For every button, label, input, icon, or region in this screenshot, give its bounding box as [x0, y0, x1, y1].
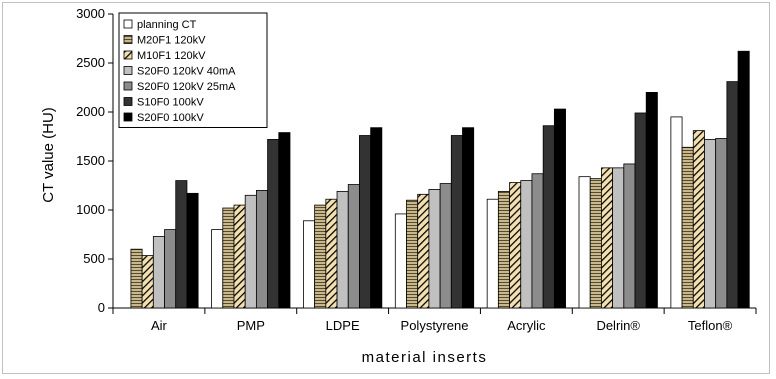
bar-planning-ct-acrylic — [486, 198, 499, 309]
legend-label: planning CT — [137, 19, 197, 31]
legend-swatch — [123, 35, 133, 44]
y-tick-label: 500 — [83, 251, 105, 266]
x-tick-label: PMP — [237, 318, 265, 333]
legend-label: M10F1 120kV — [137, 50, 206, 62]
legend-box — [118, 12, 268, 128]
x-tick-label: Polystyrene — [401, 318, 469, 333]
legend-label: S20F0 100kV — [137, 112, 204, 124]
y-axis-title: CT value (HU) — [40, 107, 57, 203]
bar-m10f1-120kv-acrylic — [509, 182, 522, 309]
bar-s20f0-120kv-40ma-ldpe — [336, 190, 349, 309]
bar-m10f1-120kv-teflon — [692, 130, 705, 309]
bar-s10f0-100kv-teflon — [726, 81, 739, 309]
bar-m20f1-120kv-pmp — [222, 207, 235, 309]
bar-s20f0-120kv-40ma-acrylic — [520, 180, 533, 309]
legend-label: S20F0 120kV 25mA — [137, 81, 236, 93]
bar-m20f1-120kv-teflon — [681, 146, 694, 309]
bar-planning-ct-polystyrene — [394, 213, 407, 309]
bar-s20f0-100kv-teflon — [737, 50, 750, 309]
legend-swatch — [123, 81, 133, 91]
legend-swatch — [123, 97, 133, 106]
bar-planning-ct-ldpe — [303, 220, 316, 309]
legend-label: S10F0 100kV — [137, 97, 204, 109]
bar-s20f0-120kv-40ma-air — [152, 236, 165, 309]
bar-m10f1-120kv-polystyrene — [417, 193, 430, 309]
bar-m20f1-120kv-delrin — [589, 178, 602, 309]
bar-s10f0-100kv-air — [175, 180, 188, 309]
legend-swatch — [123, 19, 133, 29]
bar-m10f1-120kv-pmp — [233, 204, 246, 309]
y-tick-label: 2500 — [76, 55, 105, 70]
x-tick-label: Teflon® — [688, 318, 733, 333]
bar-s20f0-120kv-25ma-teflon — [715, 138, 728, 309]
x-tick-label: Air — [151, 318, 168, 333]
y-tick-label: 2000 — [76, 104, 105, 119]
bar-s10f0-100kv-acrylic — [542, 125, 555, 309]
y-tick-label: 0 — [98, 300, 105, 315]
bar-s10f0-100kv-polystyrene — [450, 135, 463, 309]
bar-s20f0-120kv-40ma-pmp — [244, 194, 257, 309]
x-tick-label: Acrylic — [507, 318, 546, 333]
y-tick-label: 1500 — [76, 153, 105, 168]
legend-swatch — [123, 112, 133, 122]
bar-m20f1-120kv-acrylic — [497, 190, 510, 309]
bar-s20f0-100kv-ldpe — [370, 127, 383, 309]
bar-s20f0-100kv-polystyrene — [462, 127, 475, 309]
bar-s20f0-120kv-25ma-delrin — [623, 163, 636, 309]
legend-swatch — [123, 50, 133, 60]
y-tick-label: 3000 — [76, 6, 105, 21]
y-tick-label: 1000 — [76, 202, 105, 217]
bar-planning-ct-pmp — [211, 229, 224, 309]
bar-s20f0-120kv-40ma-teflon — [704, 139, 717, 309]
bar-s20f0-120kv-40ma-polystyrene — [428, 189, 441, 309]
bar-m10f1-120kv-ldpe — [325, 198, 338, 309]
bar-s10f0-100kv-ldpe — [359, 135, 372, 309]
x-tick-label: LDPE — [326, 318, 360, 333]
legend-label: M20F1 120kV — [137, 35, 206, 47]
bar-s20f0-100kv-delrin — [645, 92, 658, 309]
bar-planning-ct-teflon — [670, 116, 683, 309]
x-tick-label: Delrin® — [596, 318, 640, 333]
bar-s20f0-120kv-25ma-polystyrene — [439, 183, 452, 309]
bar-m20f1-120kv-ldpe — [314, 204, 327, 309]
legend-label: S20F0 120kV 40mA — [137, 66, 236, 78]
bar-s10f0-100kv-pmp — [267, 139, 280, 309]
legend-swatch — [123, 66, 133, 75]
bar-s20f0-120kv-25ma-air — [164, 229, 177, 309]
bar-planning-ct-delrin — [578, 176, 591, 309]
x-axis-title: material inserts — [362, 349, 488, 366]
bar-s10f0-100kv-delrin — [634, 112, 647, 309]
bar-m20f1-120kv-polystyrene — [406, 199, 419, 309]
bar-s20f0-120kv-40ma-delrin — [612, 167, 625, 309]
bar-s20f0-100kv-pmp — [278, 132, 291, 309]
bar-s20f0-120kv-25ma-pmp — [255, 189, 268, 309]
bar-s20f0-100kv-air — [186, 192, 199, 309]
bar-s20f0-100kv-acrylic — [553, 108, 566, 309]
bar-s20f0-120kv-25ma-acrylic — [531, 173, 544, 309]
chart-frame: 0 500 1000 1500 2000 2500 3000 Air PMP LDPE Polyst… — [2, 2, 770, 374]
bar-m10f1-120kv-delrin — [601, 167, 614, 309]
bar-s20f0-120kv-25ma-ldpe — [347, 184, 360, 309]
bar-m10f1-120kv-air — [141, 255, 154, 309]
bar-chart: 0 500 1000 1500 2000 2500 3000 Air PMP LDPE Polyst… — [40, 6, 757, 366]
bar-m20f1-120kv-air — [130, 248, 143, 309]
